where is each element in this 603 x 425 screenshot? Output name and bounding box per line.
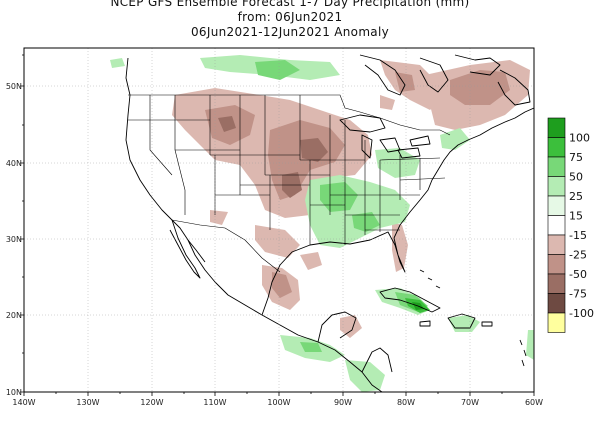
coastlines [125, 54, 534, 392]
legend-swatch [547, 273, 566, 294]
legend-swatch [547, 156, 566, 177]
longitude-axis [23, 392, 535, 396]
legend-label: 100 [569, 132, 590, 145]
lon-label-130w: 130W [76, 398, 99, 407]
legend-swatch [547, 215, 566, 236]
lon-label-100w: 100W [267, 398, 290, 407]
longitude-labels: 140W 130W 120W 110W 100W 90W 80W 70W 60W [12, 398, 543, 407]
lat-label-40n: 40N [6, 159, 22, 168]
legend-label: -25 [569, 249, 587, 262]
lon-label-80w: 80W [397, 398, 415, 407]
lat-label-30n: 30N [6, 235, 22, 244]
legend-label: -100 [569, 307, 594, 320]
lon-label-70w: 70W [461, 398, 479, 407]
legend-swatch [547, 312, 566, 333]
lon-label-60w: 60W [525, 398, 543, 407]
map-title-line2: from: 06Jun2021 [237, 10, 343, 24]
lat-label-20n: 20N [6, 311, 22, 320]
latitude-labels: 10N 20N 30N 40N 50N [6, 82, 22, 397]
map-title-line1: NCEP GFS Ensemble Forecast 1-7 Day Preci… [110, 0, 470, 9]
graticule [24, 48, 534, 392]
dry-anomaly-dark [218, 116, 328, 198]
legend-label: 50 [569, 171, 583, 184]
legend-label: 25 [569, 190, 583, 203]
lon-label-90w: 90W [334, 398, 352, 407]
legend-swatch [547, 293, 566, 314]
legend-label: 15 [569, 210, 583, 223]
latitude-axis [20, 54, 24, 393]
legend-swatch [547, 137, 566, 158]
legend-label: -75 [569, 288, 587, 301]
lon-label-140w: 140W [12, 398, 35, 407]
legend-swatch [547, 254, 566, 275]
legend-swatch [547, 176, 566, 197]
legend-swatch [547, 117, 566, 138]
legend-label: 75 [569, 151, 583, 164]
legend-swatch [547, 195, 566, 216]
legend-label: -15 [569, 229, 587, 242]
lat-label-50n: 50N [6, 82, 22, 91]
legend: 100 75 50 25 15 -15 -25 -50 -75 -100 [547, 117, 594, 333]
lat-label-10n: 10N [6, 388, 22, 397]
map-content [24, 48, 534, 392]
map-title-line3: 06Jun2021-12Jun2021 Anomaly [191, 25, 389, 39]
lon-label-120w: 120W [140, 398, 163, 407]
legend-swatch [547, 234, 566, 255]
lon-label-110w: 110W [203, 398, 226, 407]
legend-label: -50 [569, 268, 587, 281]
political-borders [128, 94, 451, 273]
